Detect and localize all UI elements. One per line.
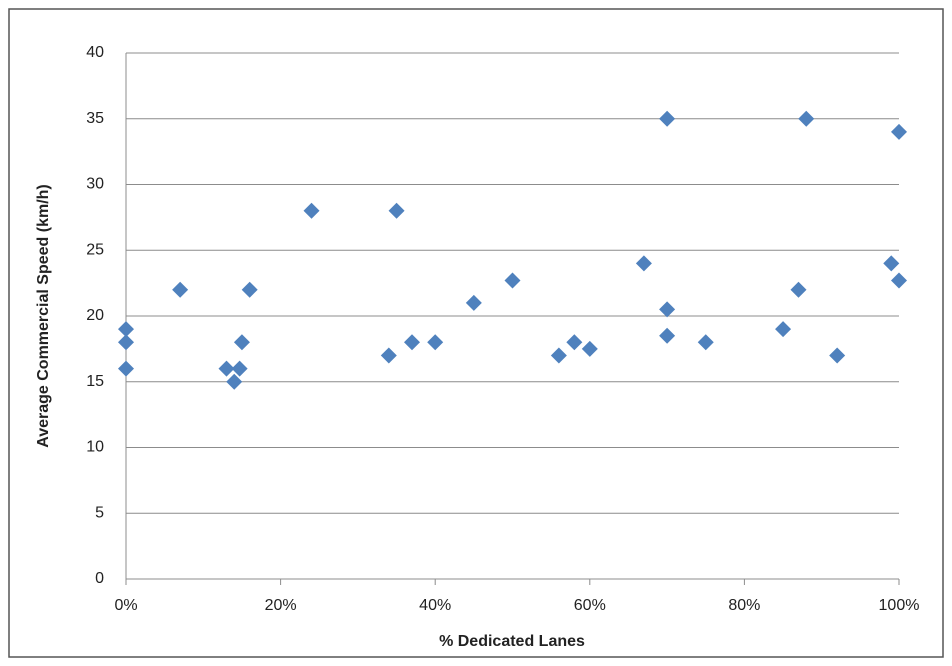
scatter-point: [659, 110, 676, 127]
scatter-point: [659, 301, 676, 318]
scatter-point: [303, 202, 320, 219]
scatter-point: [118, 334, 134, 351]
scatter-point: [118, 360, 134, 377]
y-tick-label: 0: [95, 570, 104, 587]
scatter-point: [380, 347, 397, 364]
x-tick-label: 40%: [419, 597, 451, 614]
scatter-point: [883, 255, 900, 272]
scatter-point: [118, 321, 134, 338]
scatter-point: [775, 321, 792, 338]
scatter-point: [404, 334, 421, 351]
scatter-point: [388, 202, 405, 219]
scatter-point: [581, 340, 598, 357]
y-axis-title: Average Commercial Speed (km/h): [35, 184, 52, 448]
scatter-point: [550, 347, 567, 364]
scatter-point: [233, 334, 250, 351]
x-tick-label: 20%: [265, 597, 297, 614]
x-axis-title: % Dedicated Lanes: [439, 633, 585, 650]
x-tick-label: 0%: [114, 597, 137, 614]
scatter-point: [241, 281, 258, 298]
x-tick-label: 100%: [879, 597, 920, 614]
y-tick-label: 40: [86, 44, 104, 61]
scatter-point: [891, 123, 907, 140]
scatter-point: [218, 360, 235, 377]
y-tick-label: 35: [86, 110, 104, 127]
y-tick-label: 10: [86, 439, 104, 456]
scatter-point: [465, 294, 482, 311]
scatter-point: [697, 334, 714, 351]
scatter-point: [891, 272, 907, 289]
scatter-point: [427, 334, 444, 351]
y-tick-label: 15: [86, 373, 104, 390]
scatter-point: [231, 360, 248, 377]
y-tick-label: 30: [86, 176, 104, 193]
scatter-point: [172, 281, 189, 298]
scatter-point: [659, 327, 676, 344]
scatter-point: [504, 272, 521, 289]
scatter-point: [635, 255, 652, 272]
scatter-point: [566, 334, 583, 351]
scatter-point: [798, 110, 815, 127]
x-tick-label: 60%: [574, 597, 606, 614]
y-tick-label: 25: [86, 241, 104, 258]
scatter-point: [829, 347, 846, 364]
y-tick-label: 20: [86, 307, 104, 324]
chart-frame: [8, 8, 944, 658]
scatter-point: [226, 373, 243, 390]
scatter-point: [790, 281, 807, 298]
y-tick-label: 5: [95, 504, 104, 521]
x-tick-label: 80%: [728, 597, 760, 614]
